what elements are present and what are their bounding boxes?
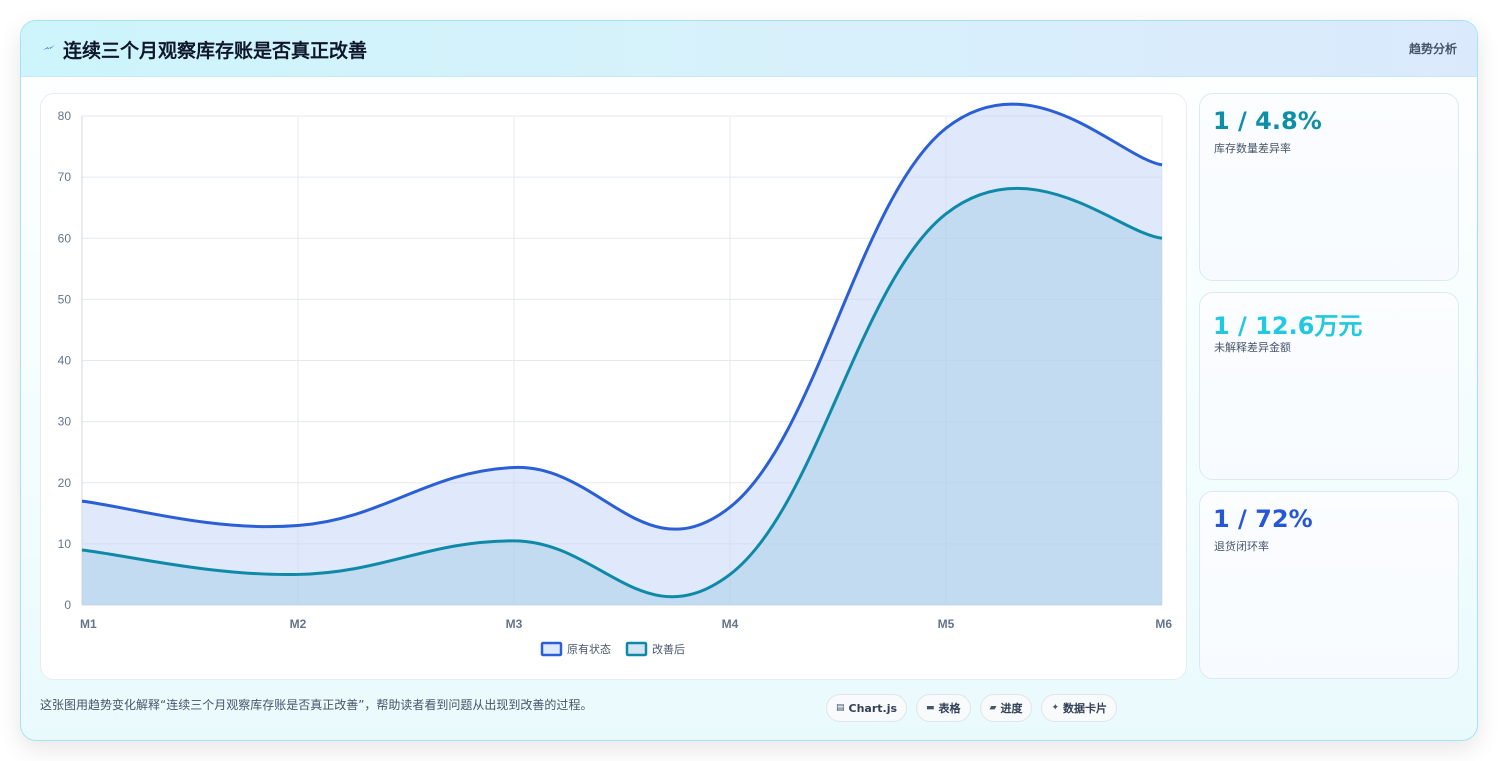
stat-value: 1 / 12.6万元: [1213, 312, 1363, 340]
y-tick-label: 80: [58, 109, 72, 123]
stat-label: 库存数量差异率: [1214, 142, 1291, 155]
chip-label: Chart.js: [848, 701, 898, 715]
series-area-2: [82, 188, 1162, 605]
table-icon: ▬: [926, 703, 935, 713]
chip-label: 数据卡片: [1063, 702, 1108, 715]
chart-caption: 这张图用趋势变化解释“连续三个月观察库存账是否真正改善”，帮助读者看到问题从出现…: [40, 698, 593, 712]
legend-swatch-2: [625, 641, 648, 657]
y-tick-label: 50: [58, 292, 72, 306]
legend-label-2: 改善后: [652, 642, 685, 656]
series-line-1: [81, 102, 1163, 531]
card-header: 连续三个月观察库存账是否真正改善 趋势分析: [21, 21, 1477, 77]
stat-card-inventory-variance: 1 / 4.8% 库存数量差异率: [1199, 93, 1459, 281]
x-tick-label: M5: [938, 617, 955, 631]
x-tick-label: M6: [1155, 617, 1172, 631]
x-tick-label: M2: [290, 617, 307, 631]
card-icon: ✦: [1051, 703, 1060, 713]
x-tick-label: M3: [506, 617, 523, 631]
page-title: 连续三个月观察库存账是否真正改善: [63, 40, 368, 62]
progress-icon: ▰: [989, 703, 997, 713]
y-tick-label: 10: [58, 537, 72, 551]
chip-label: 表格: [938, 702, 961, 715]
analysis-tag: 趋势分析: [1408, 42, 1457, 56]
chart-icon: ▤: [836, 703, 845, 713]
chip-data-card[interactable]: ✦ 数据卡片: [1041, 694, 1118, 722]
chip-label: 进度: [1000, 702, 1023, 715]
stat-value: 1 / 72%: [1213, 505, 1313, 533]
y-tick-label: 60: [58, 231, 72, 245]
chip-table[interactable]: ▬ 表格: [916, 694, 971, 722]
chip-progress[interactable]: ▰ 进度: [979, 694, 1033, 722]
legend-swatch-1: [540, 641, 563, 657]
legend-label-1: 原有状态: [567, 642, 611, 656]
stat-label: 退货闭环率: [1214, 540, 1269, 553]
x-tick-label: M4: [722, 617, 739, 631]
x-tick-label: M1: [80, 617, 97, 631]
y-tick-label: 30: [58, 415, 72, 429]
y-tick-label: 20: [58, 476, 72, 490]
lightning-icon: [43, 45, 55, 50]
stat-card-unexplained-amount: 1 / 12.6万元 未解释差异金额: [1199, 292, 1459, 480]
chip-row: ▤ Chart.js ▬ 表格 ▰ 进度 ✦ 数据卡片: [826, 694, 1118, 722]
y-tick-label: 70: [58, 170, 72, 184]
stat-label: 未解释差异金额: [1214, 341, 1291, 354]
chart-panel: 0 10 20 30 40 50 60 70 80 M1 M2 M3 M4 M5 M6 原有状态 改善后: [40, 93, 1187, 680]
y-tick-label: 40: [58, 354, 72, 368]
stat-card-return-closure: 1 / 72% 退货闭环率: [1199, 491, 1459, 679]
area-chart: 0 10 20 30 40 50 60 70 80 M1 M2 M3 M4 M5 M6 原有状态 改善后: [58, 102, 1172, 657]
series-line-2: [81, 186, 1163, 599]
chip-chartjs[interactable]: ▤ Chart.js: [826, 694, 908, 722]
trend-card: 连续三个月观察库存账是否真正改善 趋势分析 0 10 20 30 40 50 60 70 80 M…: [20, 20, 1478, 741]
y-tick-label: 0: [64, 598, 71, 612]
stat-value: 1 / 4.8%: [1213, 107, 1322, 135]
